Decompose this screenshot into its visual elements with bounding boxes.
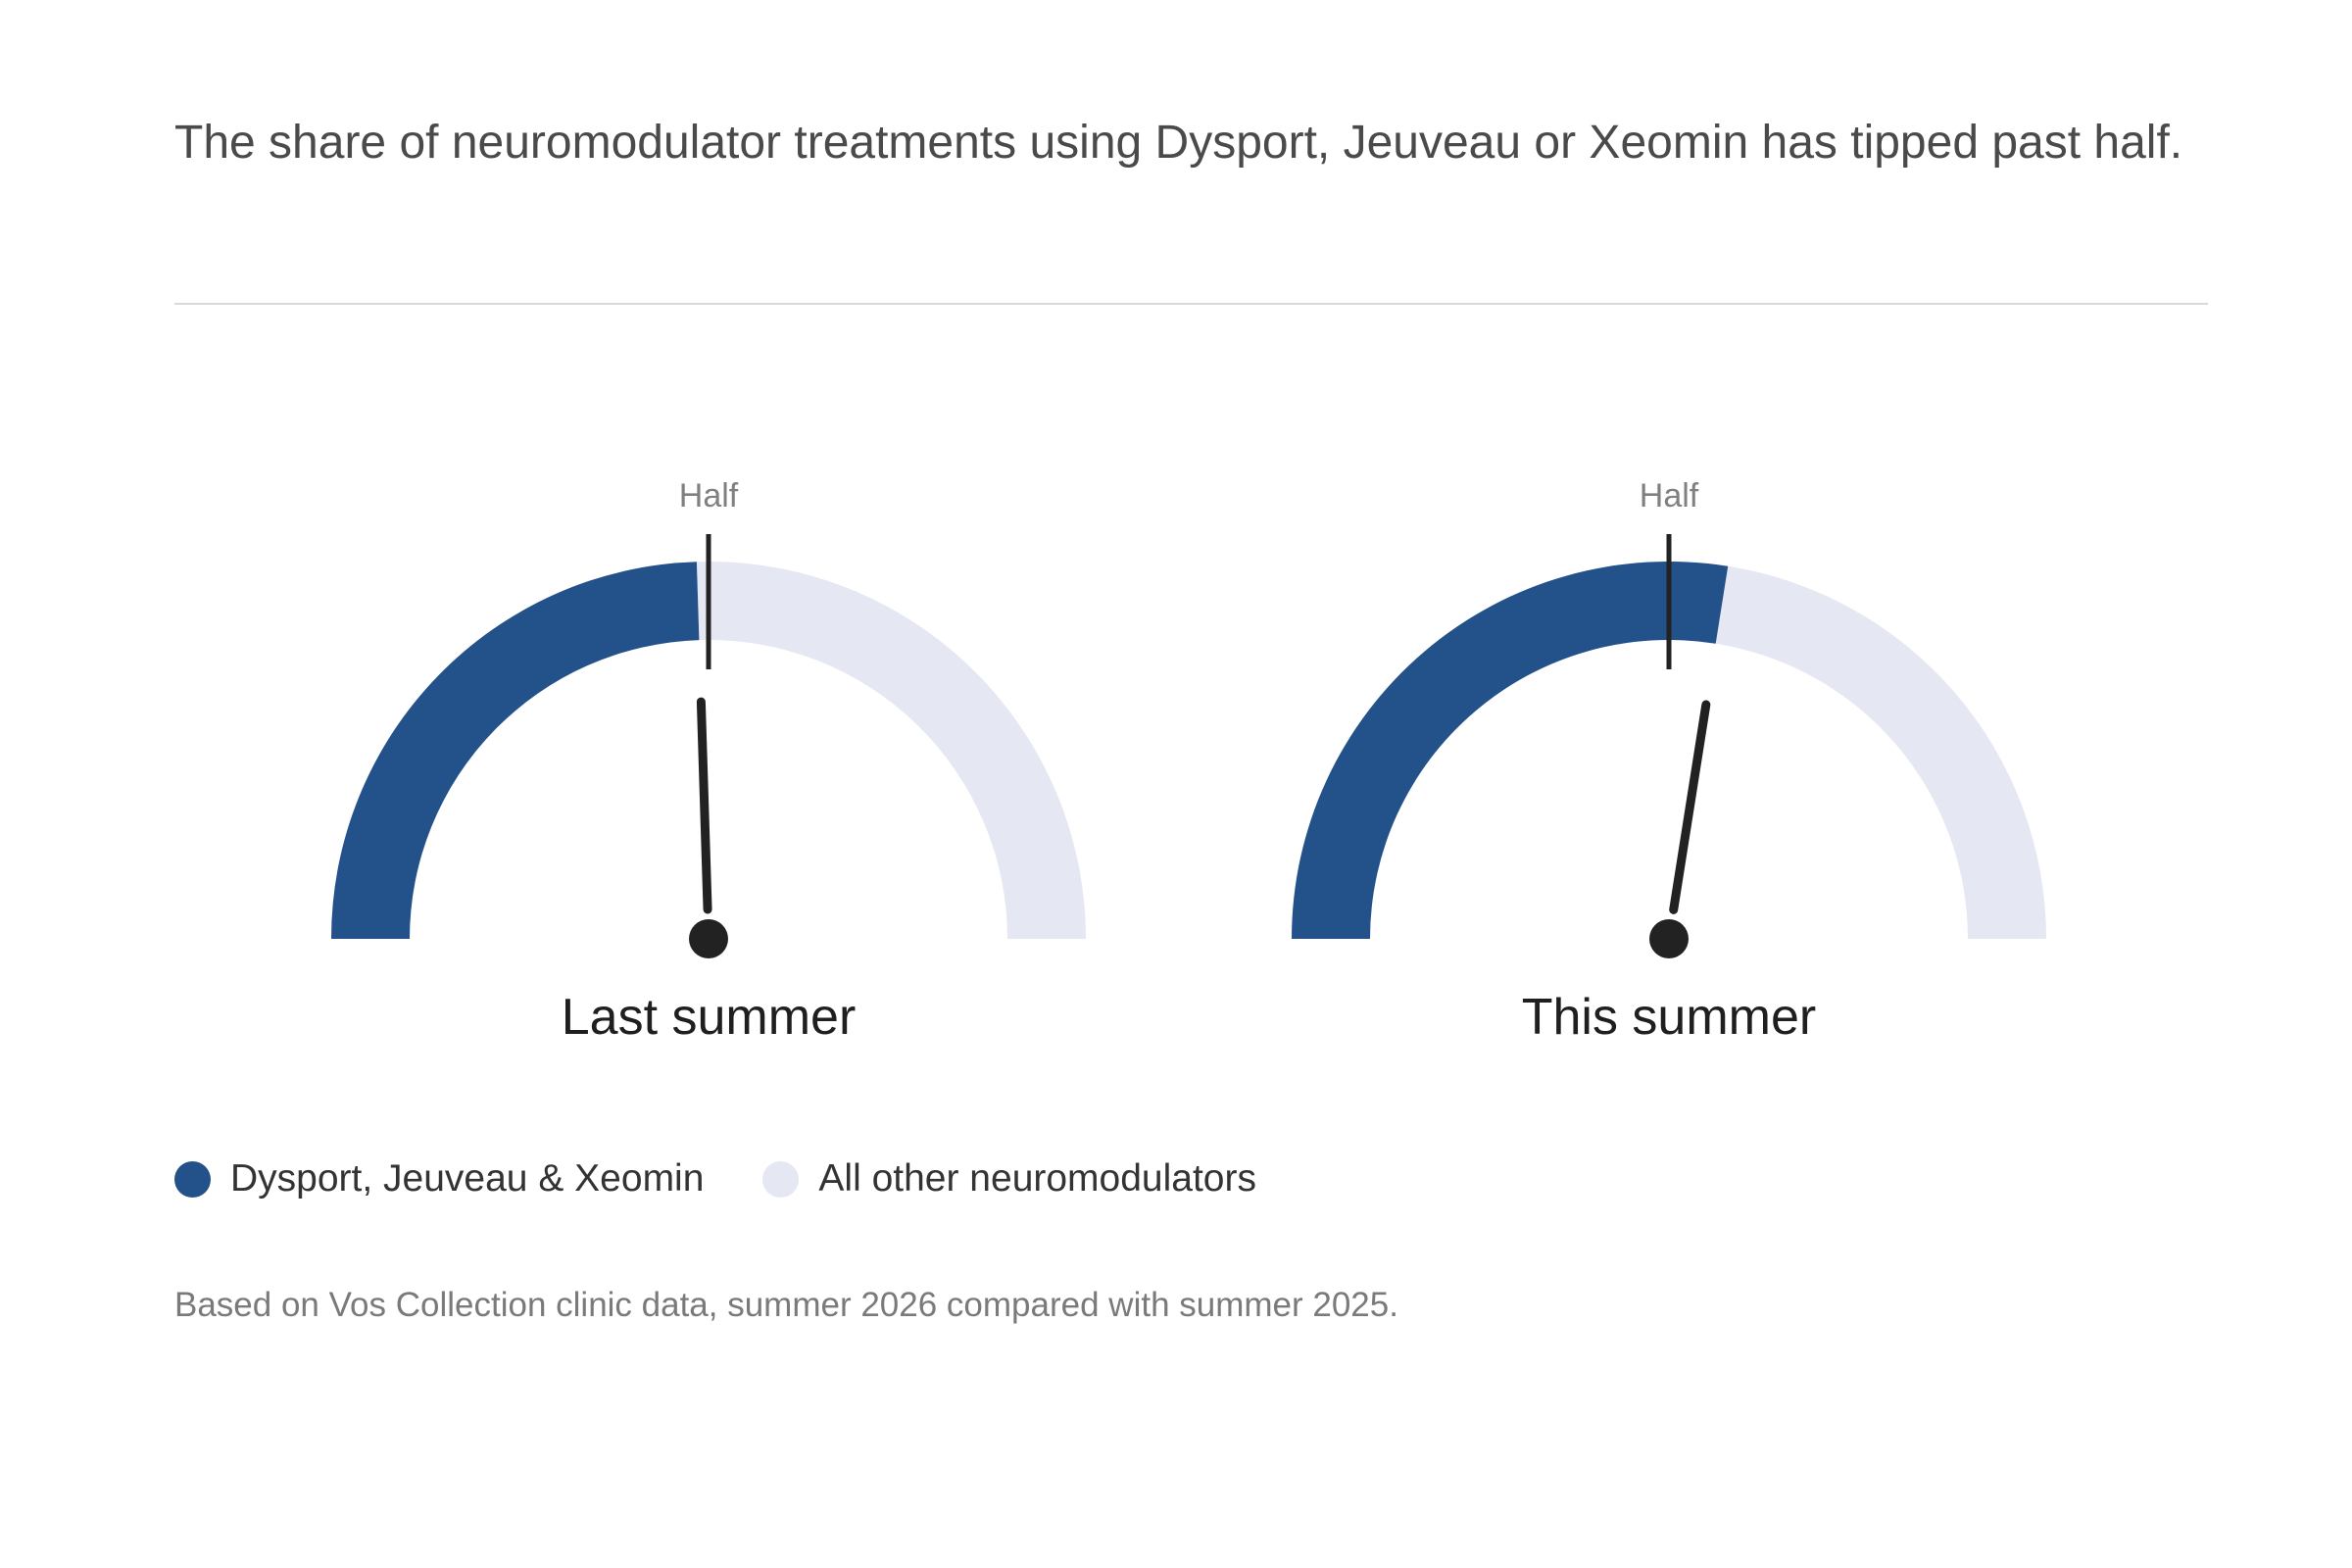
- half-marker-label: Half: [679, 477, 739, 514]
- needle-hub: [689, 919, 728, 958]
- gauge-needle: [696, 697, 712, 914]
- gauge-title: Last summer: [562, 989, 857, 1046]
- legend-label-brand: Dysport, Jeuveau & Xeomin: [230, 1157, 705, 1200]
- legend-swatch-other: [762, 1160, 800, 1198]
- gauge-needle: [1669, 700, 1711, 914]
- legend-label-other: All other neuromodulators: [818, 1157, 1256, 1200]
- gauge-other-segment: [1715, 565, 2046, 939]
- half-marker-label: Half: [1640, 477, 1699, 514]
- legend-swatch-brand: [174, 1160, 211, 1198]
- legend: Dysport, Jeuveau & Xeomin All other neur…: [174, 1154, 1315, 1203]
- needle-hub: [1649, 919, 1689, 958]
- gauge-title: This summer: [1522, 989, 1816, 1046]
- gauge-brand-segment: [331, 562, 700, 939]
- gauge-other-segment: [696, 562, 1086, 939]
- legend-item-brand: Dysport, Jeuveau & Xeomin: [174, 1157, 704, 1200]
- legend-item-other: All other neuromodulators: [762, 1157, 1256, 1200]
- gauge-brand-segment: [1292, 562, 1729, 939]
- divider: [174, 303, 2208, 305]
- chart-headline: The share of neuromodulator treatments u…: [174, 117, 2183, 169]
- footnote: Based on Vos Collection clinic data, sum…: [174, 1286, 1398, 1324]
